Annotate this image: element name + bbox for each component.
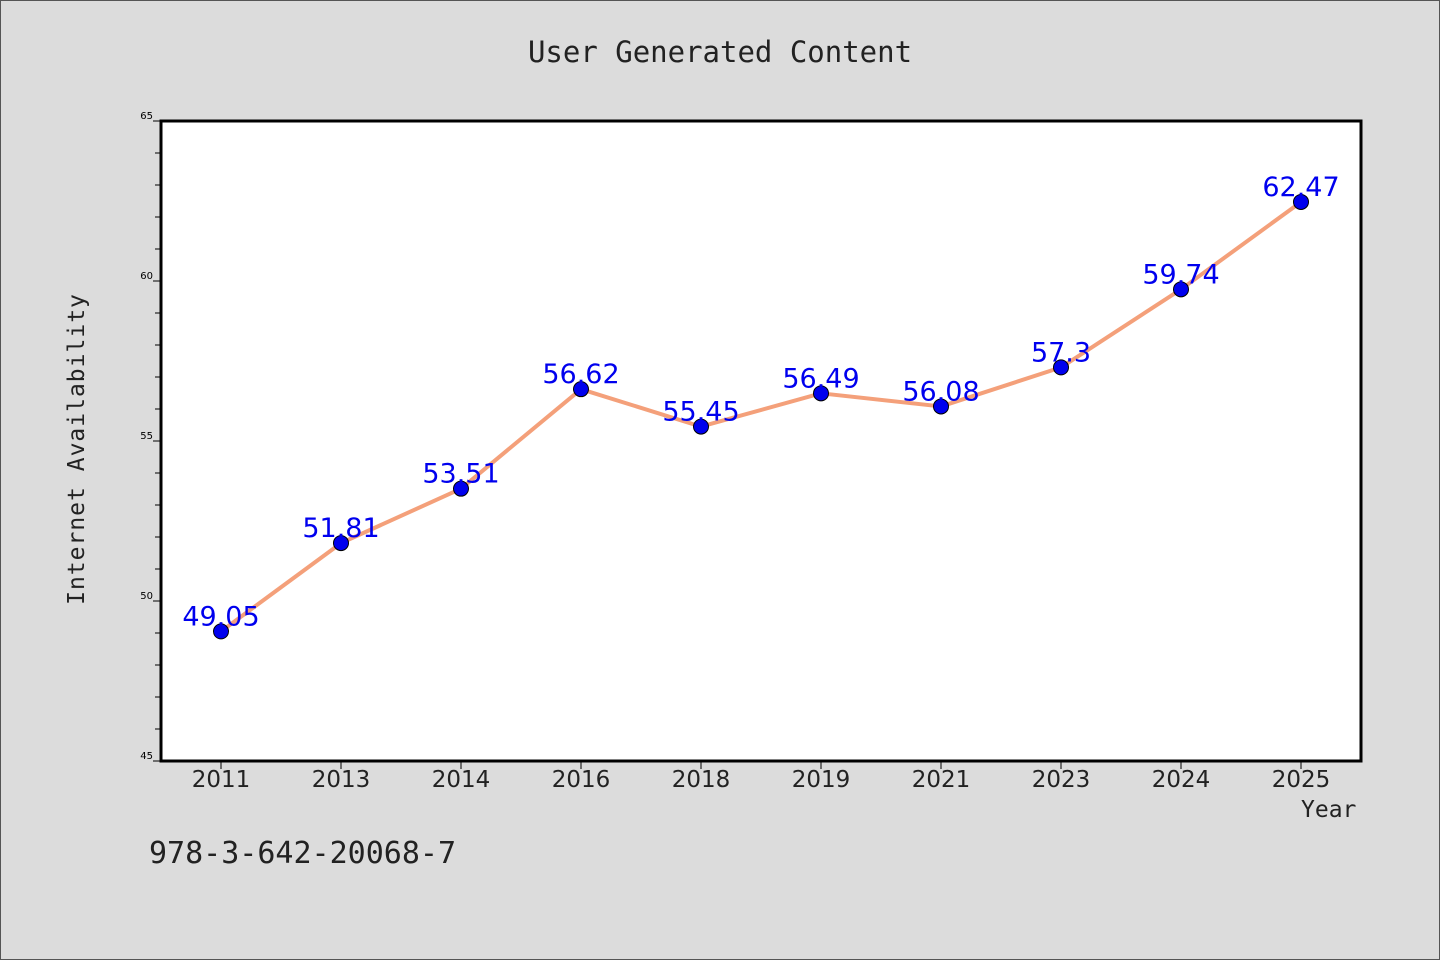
isbn-text: 978-3-642-20068-7 bbox=[149, 836, 457, 871]
data-label: 57.3 bbox=[1031, 337, 1091, 368]
y-tick-label: 45 bbox=[140, 751, 153, 762]
x-tick-label: 2013 bbox=[312, 767, 371, 793]
data-point bbox=[1053, 359, 1069, 376]
x-tick-label: 2011 bbox=[192, 767, 251, 793]
line-series bbox=[213, 193, 1309, 640]
data-point bbox=[333, 535, 349, 552]
data-label: 53.51 bbox=[422, 459, 499, 490]
data-point bbox=[693, 418, 709, 435]
data-label: 49.05 bbox=[182, 601, 259, 632]
x-tick-label: 2016 bbox=[552, 767, 611, 793]
y-tick-label: 65 bbox=[140, 111, 153, 122]
x-axis: 2011 2013 2014 2016 2018 2019 2021 2023 2024 2025 bbox=[192, 761, 1331, 793]
data-label: 59.74 bbox=[1142, 259, 1219, 290]
x-tick-label: 2018 bbox=[672, 767, 731, 793]
data-label: 51.81 bbox=[302, 513, 379, 544]
data-point bbox=[213, 623, 229, 640]
data-point bbox=[1173, 281, 1189, 298]
y-tick-label: 50 bbox=[140, 591, 153, 602]
plot-frame bbox=[159, 119, 1363, 763]
data-point bbox=[813, 385, 829, 402]
data-labels: 49.05 51.81 53.51 56.62 55.45 56.49 56.08 57.3 5… bbox=[182, 172, 1339, 632]
y-tick-label: 60 bbox=[140, 271, 153, 282]
data-point bbox=[1293, 193, 1309, 210]
x-axis-label: Year bbox=[1301, 797, 1357, 823]
x-tick-label: 2014 bbox=[432, 767, 491, 793]
series-line bbox=[219, 200, 1303, 634]
y-axis: 45 50 55 60 65 bbox=[140, 111, 161, 762]
data-label: 56.62 bbox=[542, 359, 619, 390]
data-point bbox=[453, 480, 469, 497]
data-point bbox=[933, 398, 949, 415]
x-tick-label: 2021 bbox=[912, 767, 971, 793]
data-label: 56.49 bbox=[782, 363, 859, 394]
x-tick-label: 2024 bbox=[1152, 767, 1211, 793]
data-label: 62.47 bbox=[1262, 172, 1339, 203]
chart-title: User Generated Content bbox=[527, 35, 913, 69]
x-tick-label: 2025 bbox=[1272, 767, 1331, 793]
data-label: 56.08 bbox=[902, 376, 979, 407]
y-tick-label: 55 bbox=[140, 431, 153, 442]
x-tick-label: 2019 bbox=[792, 767, 851, 793]
x-tick-label: 2023 bbox=[1032, 767, 1091, 793]
data-point bbox=[573, 381, 589, 398]
data-label: 55.45 bbox=[662, 397, 739, 428]
